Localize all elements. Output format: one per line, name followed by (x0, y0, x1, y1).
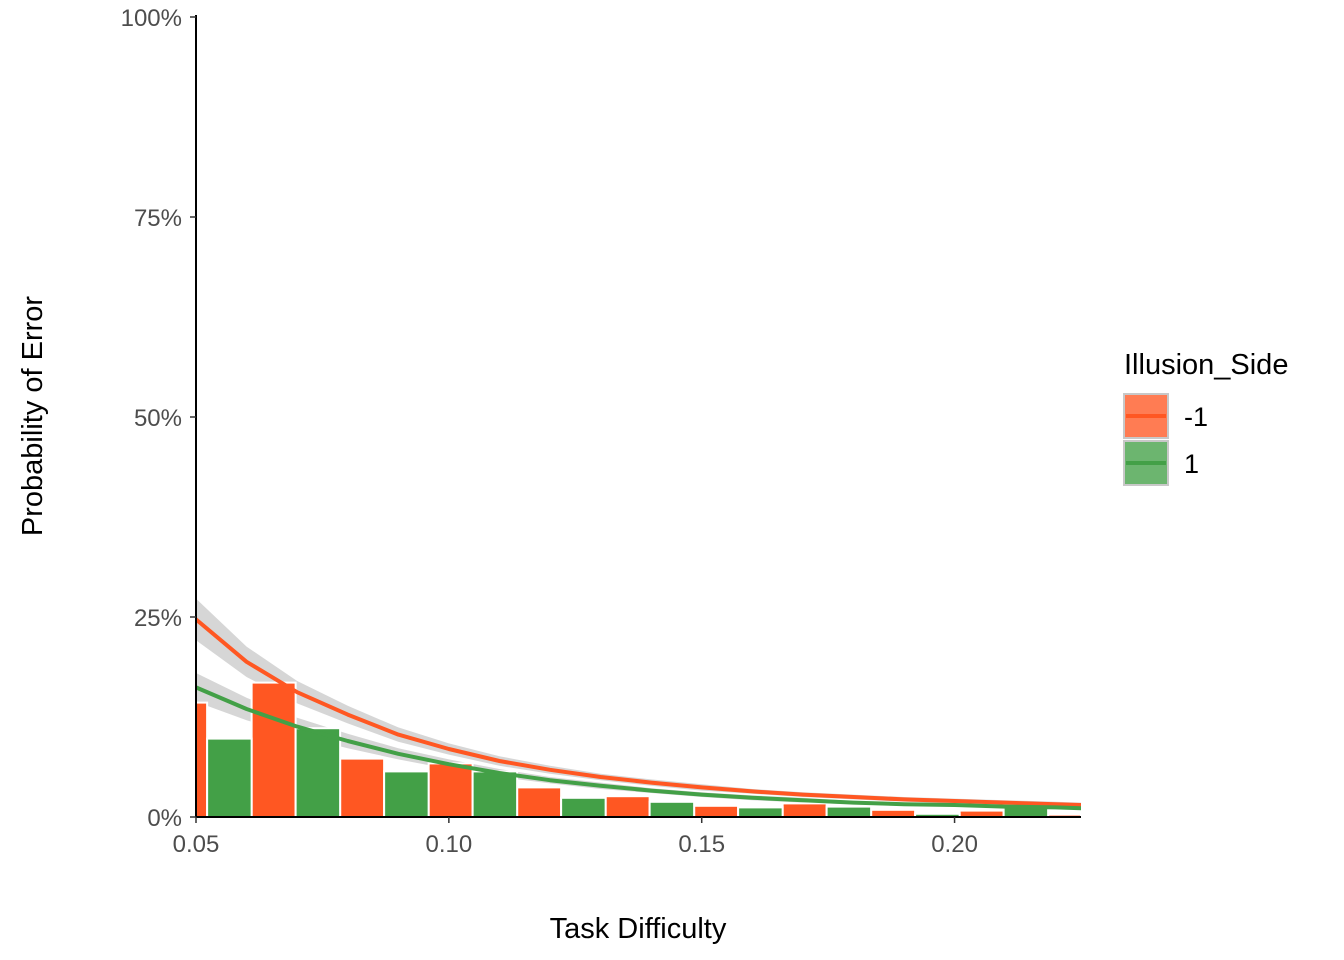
bar-series1-7 (825, 805, 873, 817)
y-axis-ticks: 0% 25% 50% 75% 100% (121, 5, 196, 832)
legend: Illusion_Side -1 1 (1123, 349, 1288, 486)
bar-series1-2 (383, 770, 430, 817)
x-axis-ticks: 0.05 0.10 0.15 0.20 (173, 817, 978, 858)
bar-series0-5 (604, 795, 651, 817)
fit-line-series0 (196, 617, 1081, 807)
bar-series1-5 (648, 800, 696, 817)
bar-series0-2 (339, 757, 386, 817)
ci-ribbon-series1 (196, 673, 1081, 810)
fit-lines (196, 617, 1081, 811)
y-tick-label-4: 100% (121, 5, 182, 32)
legend-label-1: 1 (1184, 449, 1199, 479)
y-tick-label-0: 0% (147, 805, 182, 832)
bar-series1-4 (560, 796, 607, 817)
bar-series0-3 (427, 762, 474, 817)
fit-line-series1 (196, 685, 1081, 811)
bar-series0-8 (870, 808, 917, 817)
legend-label-0: -1 (1184, 402, 1208, 432)
x-tick-label-3: 0.20 (931, 831, 978, 858)
x-axis-title: Task Difficulty (550, 913, 727, 945)
x-tick-label-2: 0.15 (678, 831, 725, 858)
bar-series1-6 (737, 806, 784, 817)
bar-series0-6 (693, 804, 740, 817)
y-axis-title: Probability of Error (17, 296, 49, 536)
x-tick-label-0: 0.05 (173, 831, 220, 858)
bar-series0-1 (250, 681, 297, 817)
x-tick-label-1: 0.10 (425, 831, 472, 858)
legend-key-0: -1 (1123, 393, 1208, 439)
legend-key-1: 1 (1123, 440, 1199, 486)
bar-series0-4 (516, 786, 563, 817)
bar-series0-0 (196, 701, 209, 817)
legend-title: Illusion_Side (1124, 349, 1288, 381)
confidence-ribbons (196, 598, 1081, 810)
y-tick-label-1: 25% (134, 605, 182, 632)
bar-series0-7 (781, 802, 828, 817)
bar-series1-1 (294, 727, 342, 817)
bar-series1-0 (206, 737, 253, 817)
bar-series1-3 (471, 770, 519, 817)
y-tick-label-2: 50% (134, 405, 182, 432)
y-tick-label-3: 75% (134, 205, 182, 232)
